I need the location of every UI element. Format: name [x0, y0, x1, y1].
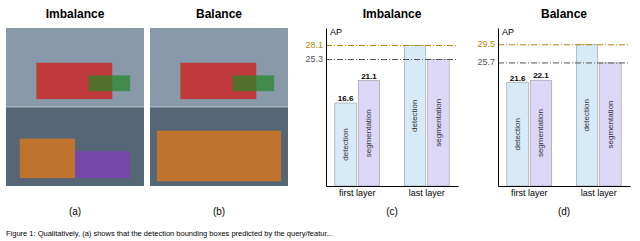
panel: Imbalance (a)	[6, 7, 144, 217]
series-label: detection	[582, 99, 591, 131]
panel-title: Imbalance	[46, 7, 105, 21]
series-label: detection	[341, 128, 350, 160]
bar	[428, 60, 450, 187]
x-tick-label: first layer	[339, 188, 376, 198]
photo-top	[6, 28, 144, 107]
series-label: segmentation	[434, 99, 443, 147]
plot-marks	[498, 45, 630, 186]
photo-placeholder	[6, 28, 144, 186]
figure: Imbalance (a) Balance (b) Imbalance detection…	[0, 0, 640, 241]
panel-title: Balance	[196, 7, 242, 21]
y-axis	[498, 29, 499, 187]
photo-placeholder	[150, 28, 288, 186]
panel-label: (c)	[386, 206, 398, 217]
series-label: segmentation	[364, 109, 373, 157]
photo-shape	[75, 151, 130, 178]
photo-bottom	[150, 107, 288, 186]
x-tick: first layer	[511, 188, 548, 198]
photo-shape	[233, 75, 274, 91]
reference-label: 29.5	[477, 39, 495, 49]
panel: Balance detection 21.6 detection segmentatio…	[477, 7, 630, 217]
series-label: segmentation	[606, 100, 615, 148]
photo-shape	[89, 75, 130, 91]
reference-label: 25.7	[477, 57, 495, 67]
caption: Figure 1: Qualitatively, (a) shows that …	[6, 229, 333, 238]
x-axis-line	[327, 186, 459, 187]
photo-divider	[150, 107, 288, 108]
y-axis-line	[326, 29, 327, 187]
series-label: detection	[513, 118, 522, 150]
series-label: detection	[410, 100, 419, 132]
panel: Balance (b)	[150, 7, 288, 217]
x-axis: first layer last layer	[499, 187, 631, 199]
bar	[600, 63, 622, 186]
x-tick: first layer	[339, 188, 376, 198]
x-axis: first layer last layer	[327, 187, 459, 199]
panel-title: Imbalance	[363, 7, 422, 21]
photo-top	[150, 28, 288, 107]
bar	[507, 83, 529, 186]
x-tick: last layer	[409, 188, 445, 198]
x-tick: last layer	[581, 188, 617, 198]
photo-divider	[6, 107, 144, 108]
data-label: 21.6	[510, 74, 526, 83]
panel-label: (b)	[213, 206, 225, 217]
bar	[576, 45, 598, 186]
reference-label: 25.3	[305, 54, 323, 64]
reference-line	[498, 62, 630, 63]
panel-label: (a)	[69, 206, 81, 217]
x-tick-label: last layer	[409, 188, 445, 198]
reference-line	[326, 59, 458, 60]
photo-bottom	[6, 107, 144, 186]
bar	[530, 80, 552, 186]
photo-shape	[20, 139, 75, 179]
bar	[358, 81, 380, 187]
panel-title: Balance	[541, 7, 587, 21]
y-axis-label: AP	[502, 27, 514, 37]
reference-line	[498, 44, 630, 45]
photo-shape	[157, 131, 281, 182]
bar	[404, 46, 426, 187]
y-axis-line	[498, 29, 499, 187]
bar	[335, 103, 357, 186]
plot-marks	[326, 46, 458, 187]
reference-label: 28.1	[305, 40, 323, 50]
x-tick-label: first layer	[511, 188, 548, 198]
data-label: 16.6	[338, 94, 354, 103]
panel: Imbalance detection 16.6 detection segmentat…	[305, 7, 458, 217]
data-label: 22.1	[533, 71, 549, 80]
x-axis-line	[499, 186, 631, 187]
series-label: segmentation	[536, 109, 545, 157]
reference-line	[326, 45, 458, 46]
data-label: 21.1	[361, 72, 377, 81]
x-tick-label: last layer	[581, 188, 617, 198]
y-axis	[326, 29, 327, 187]
panel-label: (d)	[558, 206, 570, 217]
y-axis-label: AP	[330, 27, 342, 37]
